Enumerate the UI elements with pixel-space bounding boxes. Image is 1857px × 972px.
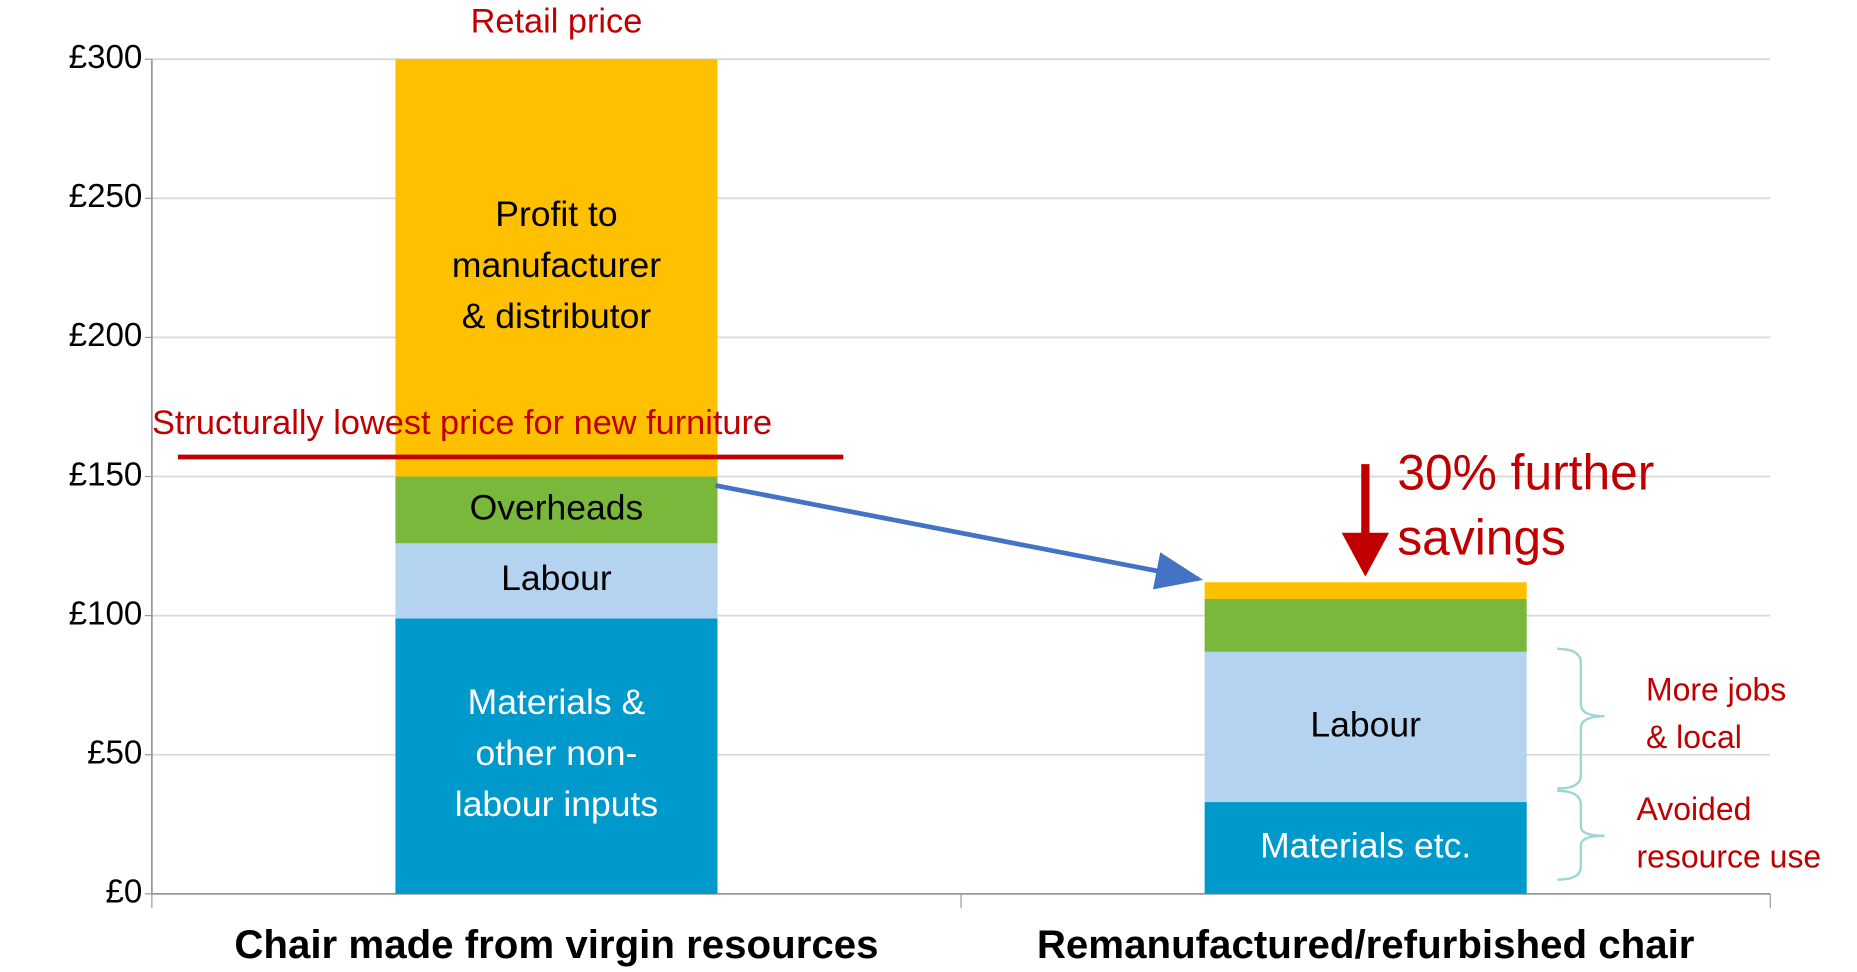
reference-line-label: Structurally lowest price for new furnit…: [152, 404, 772, 442]
segment-label: Materials etc.: [1260, 825, 1471, 865]
y-tick-label: £300: [69, 39, 143, 76]
x-tick-label: Remanufactured/refurbished chair: [1037, 922, 1695, 967]
bar-segment: [1204, 582, 1527, 599]
bar-segment: [395, 59, 718, 477]
y-tick-label: £150: [69, 456, 143, 493]
bar-segment: [395, 476, 718, 544]
segment-label: Materials & other non-labour inputs: [455, 683, 658, 825]
y-tick-label: £0: [106, 874, 143, 911]
bar-segment: [1204, 598, 1527, 652]
bar-segment: [395, 543, 718, 619]
annotation: More jobs & local: [1646, 672, 1786, 755]
brace: [1557, 789, 1605, 881]
arrow: [714, 483, 1204, 590]
y-tick-label: £100: [69, 595, 143, 632]
segment-label: Profit to manufacturer & distributor: [452, 194, 661, 336]
y-tick-label: £50: [87, 735, 142, 772]
annotation: Retail price: [471, 3, 643, 41]
annotation: 30% further savings: [1397, 445, 1654, 566]
y-tick-label: £250: [69, 178, 143, 215]
down-arrow-head: [1341, 532, 1390, 577]
bar-segment: [395, 618, 718, 894]
bar-segment: [1204, 802, 1527, 894]
segment-label: Labour: [1310, 704, 1421, 744]
bar-segment: [1204, 651, 1527, 803]
x-tick-label: Chair made from virgin resources: [234, 922, 878, 967]
segment-label: Labour: [501, 558, 612, 598]
y-tick-label: £200: [69, 317, 143, 354]
brace: [1557, 647, 1605, 790]
annotation: Avoided resource use: [1636, 792, 1821, 875]
segment-label: Overheads: [470, 487, 644, 527]
